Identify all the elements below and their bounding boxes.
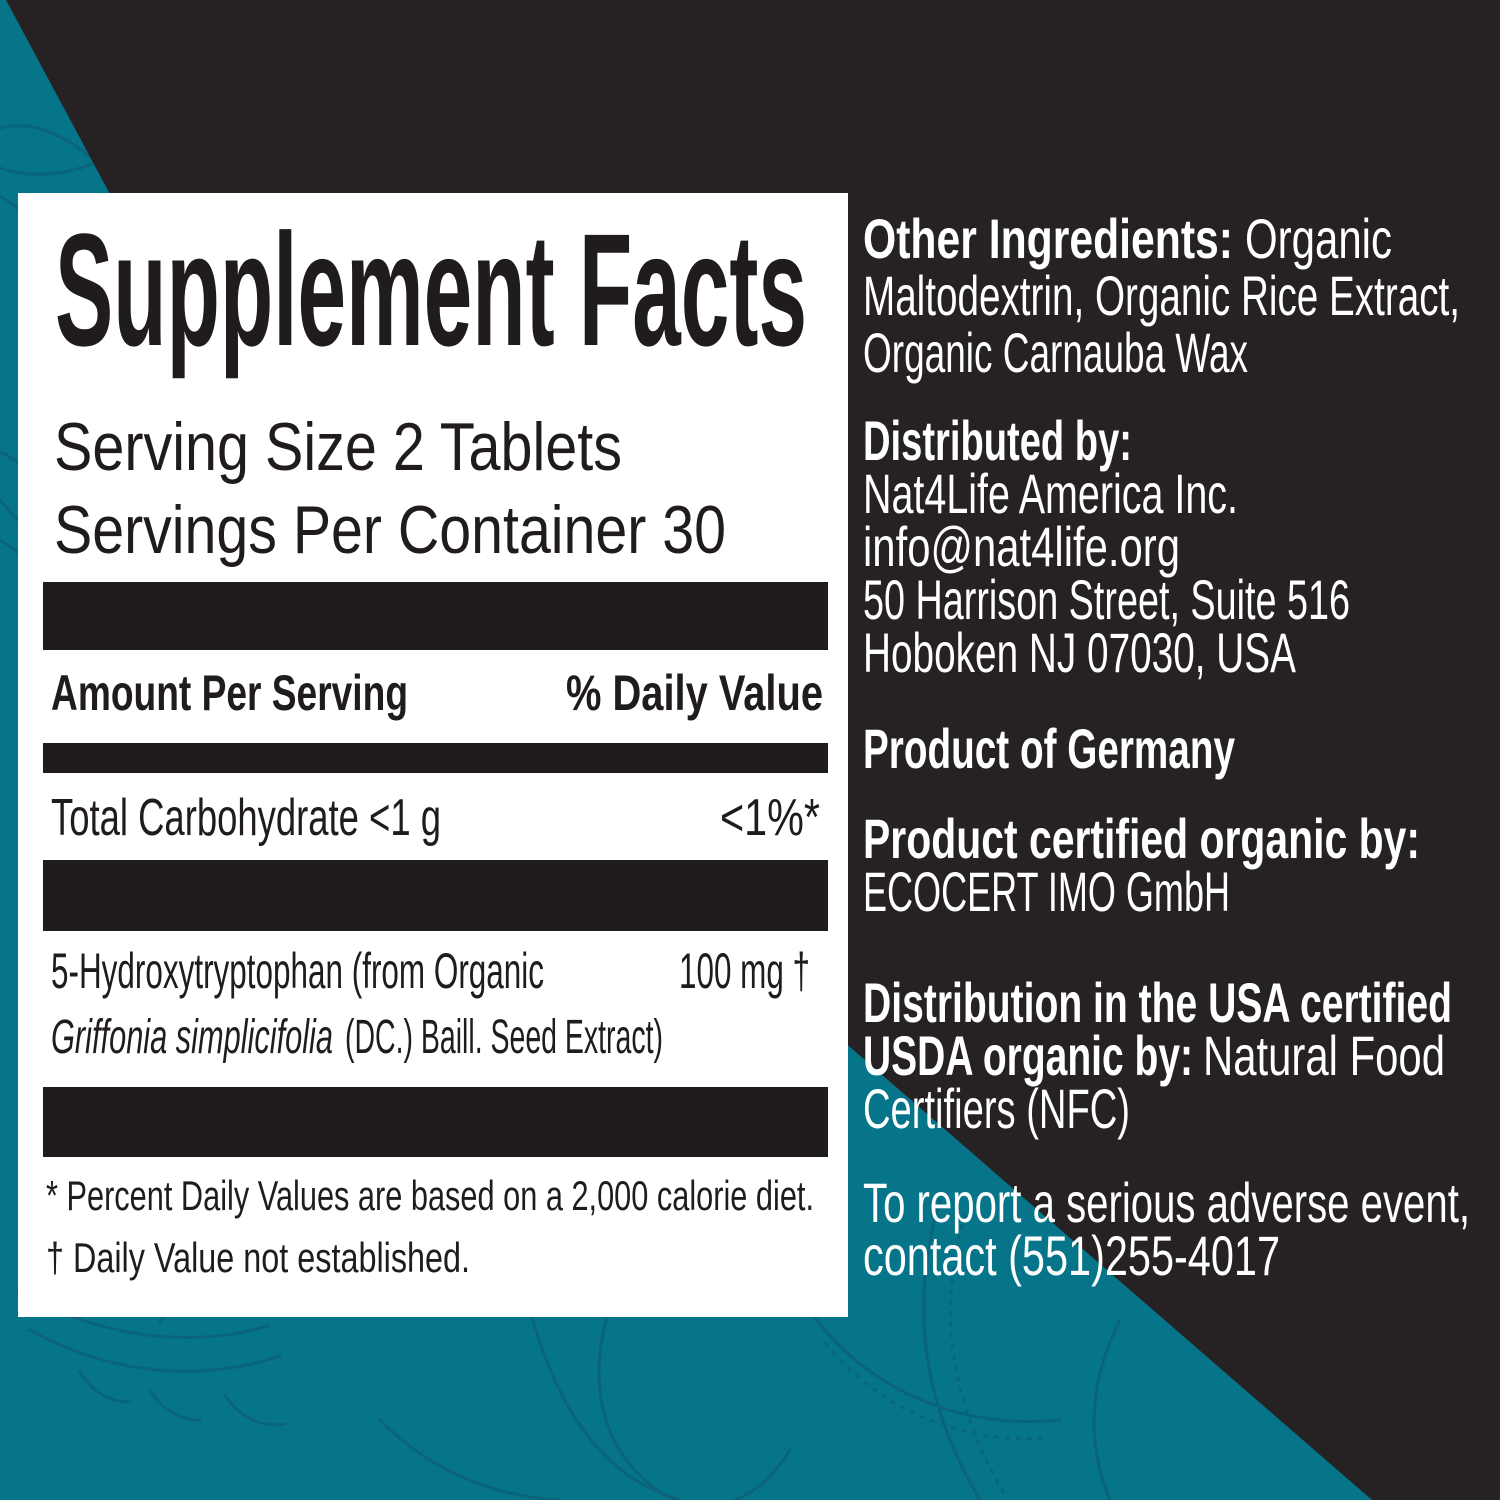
divider-bar-thick-1 — [43, 582, 828, 650]
row-htp-species-italic: Griffonia simplicifolia — [51, 1011, 333, 1064]
sketch-frond — [28, 1328, 282, 1373]
sketch-pod — [597, 1298, 792, 1500]
distributor-email: info@nat4life.org — [863, 515, 1180, 578]
servings-per-container: Servings Per Container 30 — [54, 492, 726, 568]
distributed-by-label: Distributed by: — [863, 409, 1132, 472]
sketch-leaflet — [148, 1388, 202, 1422]
adverse-event-line-1: To report a serious adverse event, — [863, 1171, 1470, 1234]
usda-certifier-abbrev: Certifiers (NFC) — [863, 1077, 1130, 1140]
certifier-name: ECOCERT IMO GmbH — [863, 860, 1230, 923]
row-htp-name: 5-Hydroxytryptophan (from Organic — [51, 943, 544, 999]
sketch-pod — [949, 1213, 1007, 1497]
distributor-name: Nat4Life America Inc. — [863, 462, 1238, 525]
column-percent-daily-value: % Daily Value — [566, 665, 823, 721]
divider-bar-thin — [43, 743, 828, 773]
footnote-daily-values: * Percent Daily Values are based on a 2,… — [46, 1172, 814, 1219]
sketch-leaflet — [223, 1393, 287, 1427]
usda-certifier-name: Natural Food — [1203, 1024, 1445, 1087]
other-ingredients-label: Other Ingredients: — [863, 207, 1233, 270]
sketch-pod — [528, 1308, 682, 1500]
distributor-city: Hoboken NJ 07030, USA — [863, 621, 1296, 684]
product-of-germany: Product of Germany — [863, 717, 1235, 780]
adverse-event-phone: contact (551)255-4017 — [863, 1224, 1280, 1287]
ingredients-line-3: Organic Carnauba Wax — [863, 321, 1248, 384]
sketch-pod — [1092, 1318, 1122, 1500]
certified-organic-by-label: Product certified organic by: — [863, 807, 1420, 870]
sketch-pod — [922, 1198, 982, 1500]
sketch-pod — [378, 1418, 562, 1500]
ingredients-line-2: Maltodextrin, Organic Rice Extract, — [863, 264, 1460, 327]
row-htp-amount: 100 mg † — [679, 943, 810, 999]
usda-organic-by-label: USDA organic by: — [863, 1024, 1193, 1087]
row-carb-daily-value: <1%* — [720, 789, 820, 847]
column-amount-per-serving: Amount Per Serving — [51, 665, 408, 721]
other-ingredients-value: Organic — [1245, 207, 1392, 270]
distributor-street: 50 Harrison Street, Suite 516 — [863, 568, 1350, 631]
row-htp-species-rest: (DC.) Baill. Seed Extract) — [345, 1011, 663, 1064]
panel-title: Supplement Facts — [55, 200, 807, 379]
divider-bar-thick-2 — [43, 860, 828, 931]
serving-size: Serving Size 2 Tablets — [54, 409, 622, 485]
usa-distribution-line-1: Distribution in the USA certified — [863, 971, 1452, 1034]
row-carb-name: Total Carbohydrate <1 g — [51, 789, 441, 847]
sketch-leaflet — [78, 1370, 132, 1404]
sketch-pod — [824, 1342, 1050, 1441]
info-column: Other Ingredients: Organic Maltodextrin,… — [863, 207, 1470, 1287]
footnote-dv-not-established: † Daily Value not established. — [46, 1234, 470, 1281]
divider-bar-thick-3 — [43, 1087, 828, 1157]
sketch-pod — [813, 1316, 1062, 1424]
